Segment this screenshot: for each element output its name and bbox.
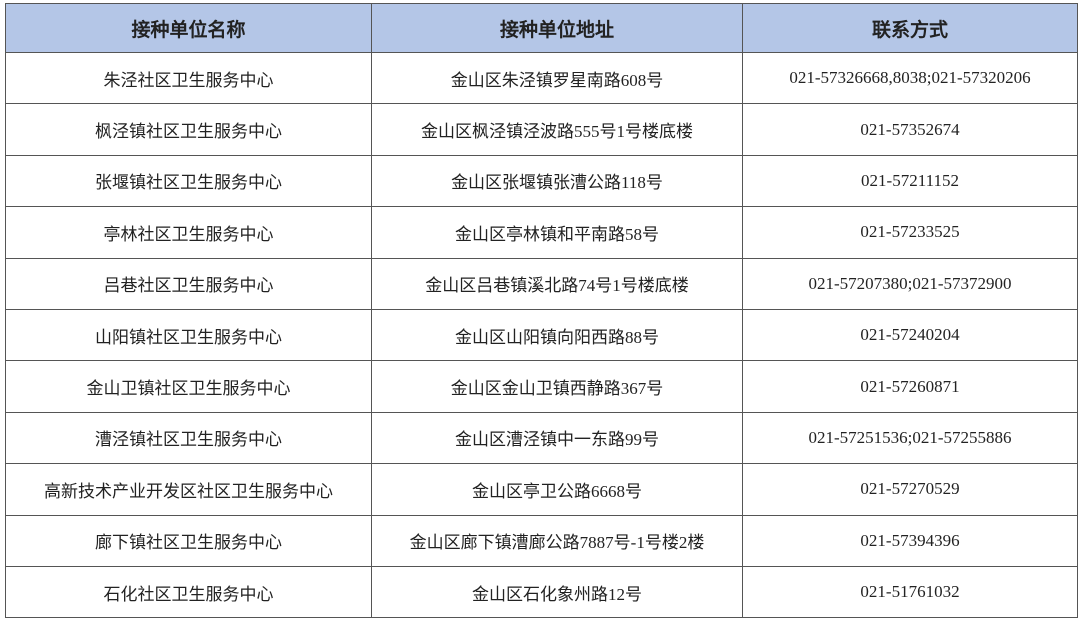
table-cell: 金山区朱泾镇罗星南路608号 bbox=[371, 51, 743, 105]
table-cell: 金山区廊下镇漕廊公路7887号-1号楼2楼 bbox=[371, 514, 743, 567]
table-cell: 高新技术产业开发区社区卫生服务中心 bbox=[5, 463, 372, 516]
table-row: 张堰镇社区卫生服务中心 金山区张堰镇张漕公路118号 021-57211152 bbox=[5, 154, 1078, 208]
table-cell: 漕泾镇社区卫生服务中心 bbox=[5, 411, 372, 465]
table-row: 吕巷社区卫生服务中心 金山区吕巷镇溪北路74号1号楼底楼 021-57207380;… bbox=[5, 257, 1078, 310]
table-cell: 朱泾社区卫生服务中心 bbox=[5, 51, 372, 105]
table-cell: 金山区漕泾镇中一东路99号 bbox=[371, 411, 743, 465]
table-cell: 山阳镇社区卫生服务中心 bbox=[5, 308, 372, 362]
table-row: 朱泾社区卫生服务中心 金山区朱泾镇罗星南路608号 021-57326668,803… bbox=[5, 51, 1078, 105]
table-cell: 枫泾镇社区卫生服务中心 bbox=[5, 103, 372, 156]
table-cell: 张堰镇社区卫生服务中心 bbox=[5, 154, 372, 208]
table-row: 漕泾镇社区卫生服务中心 金山区漕泾镇中一东路99号 021-57251536;021… bbox=[5, 411, 1078, 465]
table-cell: 021-57251536;021-57255886 bbox=[742, 411, 1078, 465]
table-cell: 021-57211152 bbox=[742, 154, 1078, 208]
header-cell: 接种单位地址 bbox=[371, 3, 743, 53]
table-cell: 亭林社区卫生服务中心 bbox=[5, 206, 372, 259]
table-cell: 金山区吕巷镇溪北路74号1号楼底楼 bbox=[371, 257, 743, 310]
table-cell: 金山区石化象州路12号 bbox=[371, 565, 743, 619]
table-cell: 021-57270529 bbox=[742, 463, 1078, 516]
header-cell: 接种单位名称 bbox=[5, 3, 372, 53]
table-row: 山阳镇社区卫生服务中心 金山区山阳镇向阳西路88号 021-57240204 bbox=[5, 308, 1078, 362]
table-cell: 金山卫镇社区卫生服务中心 bbox=[5, 360, 372, 413]
table-cell: 021-51761032 bbox=[742, 565, 1078, 619]
table-cell: 金山区山阳镇向阳西路88号 bbox=[371, 308, 743, 362]
table-cell: 吕巷社区卫生服务中心 bbox=[5, 257, 372, 310]
table-row: 金山卫镇社区卫生服务中心 金山区金山卫镇西静路367号 021-57260871 bbox=[5, 360, 1078, 413]
table-row: 高新技术产业开发区社区卫生服务中心 金山区亭卫公路6668号 021-5727052… bbox=[5, 463, 1078, 516]
table-cell: 金山区张堰镇张漕公路118号 bbox=[371, 154, 743, 208]
table-cell: 金山区亭林镇和平南路58号 bbox=[371, 206, 743, 259]
header-cell: 联系方式 bbox=[742, 3, 1078, 53]
table-cell: 021-57240204 bbox=[742, 308, 1078, 362]
table-cell: 金山区枫泾镇泾波路555号1号楼底楼 bbox=[371, 103, 743, 156]
table-cell: 金山区金山卫镇西静路367号 bbox=[371, 360, 743, 413]
table-cell: 廊下镇社区卫生服务中心 bbox=[5, 514, 372, 567]
table-row: 石化社区卫生服务中心 金山区石化象州路12号 021-51761032 bbox=[5, 565, 1078, 619]
table-cell: 石化社区卫生服务中心 bbox=[5, 565, 372, 619]
table-cell: 021-57260871 bbox=[742, 360, 1078, 413]
table-cell: 金山区亭卫公路6668号 bbox=[371, 463, 743, 516]
table-cell: 021-57352674 bbox=[742, 103, 1078, 156]
vaccination-table: 接种单位名称 接种单位地址 联系方式 朱泾社区卫生服务中心 金山区朱泾镇罗星南路608… bbox=[5, 3, 1078, 619]
table-row: 枫泾镇社区卫生服务中心 金山区枫泾镇泾波路555号1号楼底楼 021-5735267… bbox=[5, 103, 1078, 156]
table-cell: 021-57394396 bbox=[742, 514, 1078, 567]
header-row: 接种单位名称 接种单位地址 联系方式 bbox=[5, 3, 1078, 53]
table-cell: 021-57233525 bbox=[742, 206, 1078, 259]
table-row: 亭林社区卫生服务中心 金山区亭林镇和平南路58号 021-57233525 bbox=[5, 206, 1078, 259]
table-cell: 021-57207380;021-57372900 bbox=[742, 257, 1078, 310]
table-row: 廊下镇社区卫生服务中心 金山区廊下镇漕廊公路7887号-1号楼2楼 021-5739… bbox=[5, 514, 1078, 567]
table-cell: 021-57326668,8038;021-57320206 bbox=[742, 51, 1078, 105]
table-body: 朱泾社区卫生服务中心 金山区朱泾镇罗星南路608号 021-57326668,803… bbox=[5, 51, 1078, 619]
